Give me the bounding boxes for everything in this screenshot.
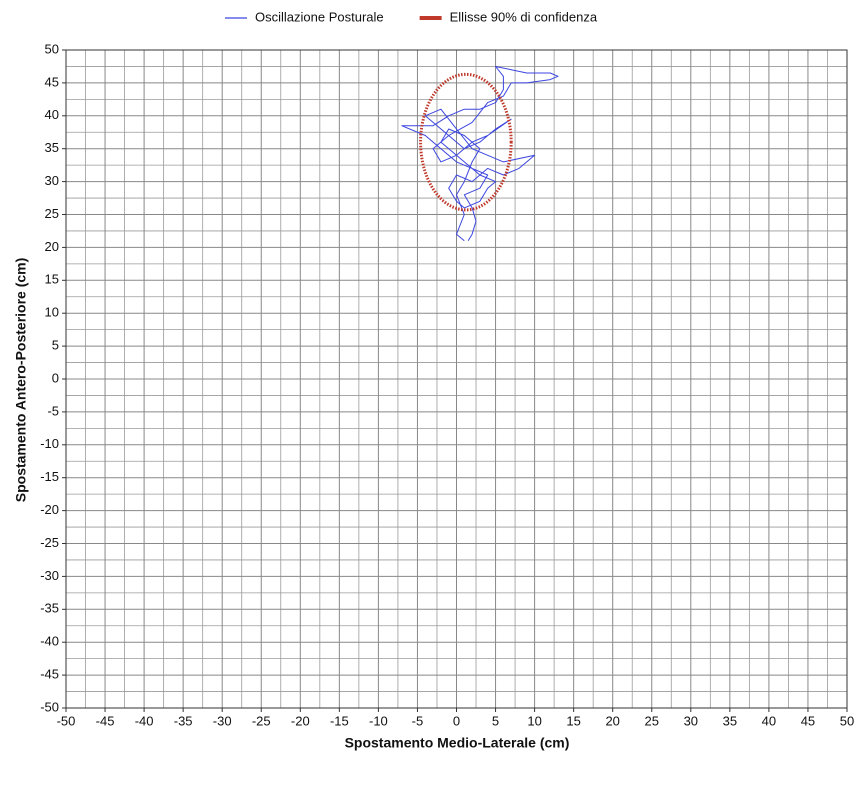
plot-border [65, 49, 848, 709]
y-tick-label: 25 [45, 206, 59, 221]
sway-line [401, 66, 559, 242]
x-tick-label: -40 [135, 713, 154, 728]
y-tick-label: 40 [45, 107, 59, 122]
confidence-ellipse [419, 72, 513, 212]
x-tick-label: 35 [723, 713, 737, 728]
y-tick-label: 30 [45, 173, 59, 188]
x-tick-label: 45 [801, 713, 815, 728]
x-tick-label: 0 [453, 713, 460, 728]
x-tick-label: 10 [527, 713, 541, 728]
x-tick-label: 5 [492, 713, 499, 728]
y-tick-label: 15 [45, 272, 59, 287]
legend-label: Ellisse 90% di confidenza [450, 9, 598, 24]
y-tick-label: -20 [40, 502, 59, 517]
y-tick-label: 35 [45, 140, 59, 155]
y-tick-label: 10 [45, 305, 59, 320]
y-tick-label: -50 [40, 699, 59, 714]
x-tick-label: 20 [605, 713, 619, 728]
x-tick-label: -5 [412, 713, 424, 728]
x-tick-label: -20 [291, 713, 310, 728]
y-tick-label: -25 [40, 535, 59, 550]
x-tick-label: -10 [369, 713, 388, 728]
y-tick-label: 20 [45, 239, 59, 254]
x-tick-label: -35 [174, 713, 193, 728]
x-tick-label: 25 [645, 713, 659, 728]
y-tick-label: -15 [40, 469, 59, 484]
x-tick-label: -15 [330, 713, 349, 728]
legend-label: Oscillazione Posturale [255, 9, 384, 24]
x-tick-label: 50 [840, 713, 854, 728]
x-tick-label: 15 [566, 713, 580, 728]
y-tick-label: -10 [40, 436, 59, 451]
x-tick-label: -25 [252, 713, 271, 728]
x-tick-label: 30 [684, 713, 698, 728]
y-tick-label: -35 [40, 601, 59, 616]
x-tick-label: 40 [762, 713, 776, 728]
y-tick-label: 0 [52, 370, 59, 385]
y-tick-label: -30 [40, 568, 59, 583]
y-tick-label: 5 [52, 338, 59, 353]
x-tick-label: -30 [213, 713, 232, 728]
x-tick-label: -50 [57, 713, 76, 728]
x-axis-label: Spostamento Medio-Laterale (cm) [345, 735, 570, 751]
y-tick-label: 50 [45, 41, 59, 56]
y-tick-label: -40 [40, 634, 59, 649]
y-tick-label: -5 [47, 403, 59, 418]
y-tick-label: 45 [45, 74, 59, 89]
y-axis-label: Spostamento Antero-Posteriore (cm) [13, 258, 29, 503]
x-tick-label: -45 [96, 713, 115, 728]
y-tick-label: -45 [40, 667, 59, 682]
